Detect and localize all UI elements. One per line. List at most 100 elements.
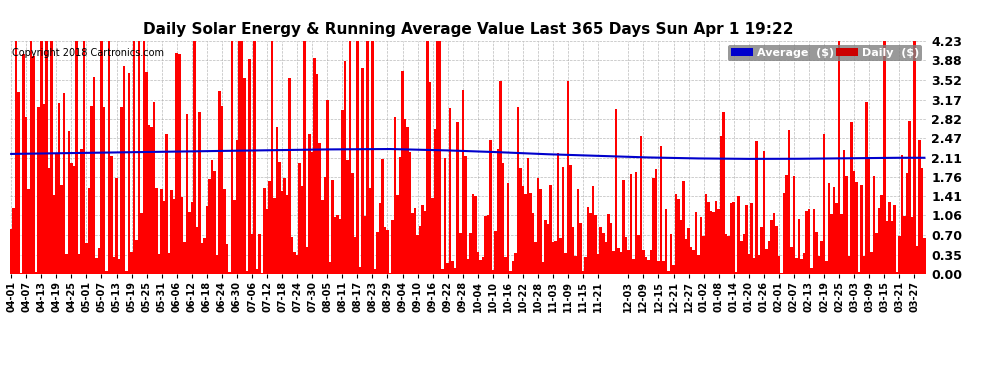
Bar xyxy=(765,249,767,274)
Bar xyxy=(627,250,630,274)
Bar xyxy=(808,209,810,274)
Bar xyxy=(466,258,469,274)
Bar xyxy=(70,163,72,274)
Bar xyxy=(165,134,168,274)
Bar xyxy=(873,176,875,274)
Bar xyxy=(148,125,150,274)
Bar xyxy=(551,242,554,274)
Bar xyxy=(213,171,216,274)
Bar xyxy=(532,213,535,274)
Bar xyxy=(95,258,98,274)
Bar xyxy=(559,238,562,274)
Bar xyxy=(414,208,417,274)
Bar xyxy=(456,122,459,274)
Bar xyxy=(875,234,878,274)
Bar xyxy=(594,215,597,274)
Bar xyxy=(123,66,126,274)
Bar xyxy=(163,201,165,274)
Bar xyxy=(57,102,60,274)
Bar xyxy=(752,258,755,274)
Bar xyxy=(373,268,376,274)
Bar xyxy=(738,196,740,274)
Bar xyxy=(40,41,43,274)
Bar xyxy=(401,71,404,274)
Bar xyxy=(141,213,143,274)
Bar xyxy=(803,253,805,274)
Bar xyxy=(762,151,765,274)
Bar xyxy=(512,261,514,274)
Bar xyxy=(474,196,476,274)
Bar xyxy=(351,173,353,274)
Bar xyxy=(562,167,564,274)
Bar xyxy=(432,198,434,274)
Bar xyxy=(767,242,770,274)
Bar xyxy=(891,221,893,274)
Bar xyxy=(682,181,685,274)
Bar xyxy=(434,129,437,274)
Bar xyxy=(587,207,589,274)
Bar xyxy=(845,176,847,274)
Bar xyxy=(353,237,356,274)
Bar xyxy=(178,54,180,274)
Bar xyxy=(514,253,517,274)
Bar xyxy=(813,209,815,274)
Bar xyxy=(52,195,55,274)
Bar xyxy=(236,140,239,274)
Bar xyxy=(499,81,502,274)
Bar xyxy=(865,102,868,274)
Bar xyxy=(659,146,662,274)
Bar xyxy=(314,58,316,274)
Bar xyxy=(422,205,424,274)
Bar xyxy=(131,252,133,274)
Bar xyxy=(155,188,158,274)
Bar xyxy=(246,271,248,274)
Bar xyxy=(67,131,70,274)
Bar xyxy=(841,214,842,274)
Bar xyxy=(880,195,883,274)
Bar xyxy=(579,223,582,274)
Bar xyxy=(221,106,223,274)
Bar xyxy=(384,227,386,274)
Bar xyxy=(198,111,201,274)
Bar xyxy=(146,72,148,274)
Bar xyxy=(339,219,342,274)
Bar xyxy=(718,209,720,274)
Bar xyxy=(136,240,138,274)
Bar xyxy=(597,254,600,274)
Bar xyxy=(113,257,115,274)
Bar xyxy=(860,185,863,274)
Bar xyxy=(296,255,298,274)
Bar xyxy=(188,212,190,274)
Bar xyxy=(672,265,675,274)
Bar xyxy=(170,190,173,274)
Bar xyxy=(888,202,891,274)
Bar xyxy=(742,234,745,274)
Bar xyxy=(643,250,644,274)
Bar xyxy=(708,202,710,274)
Bar xyxy=(196,226,198,274)
Bar xyxy=(675,194,677,274)
Bar xyxy=(757,255,760,274)
Bar xyxy=(556,153,559,274)
Bar xyxy=(625,237,627,274)
Bar xyxy=(409,152,411,274)
Bar xyxy=(517,107,519,274)
Bar xyxy=(286,195,288,274)
Bar xyxy=(667,271,670,274)
Bar xyxy=(90,106,93,274)
Bar xyxy=(321,200,324,274)
Bar xyxy=(821,241,823,274)
Bar xyxy=(647,260,649,274)
Bar xyxy=(437,41,439,274)
Text: Copyright 2018 Cartronics.com: Copyright 2018 Cartronics.com xyxy=(12,48,163,58)
Bar xyxy=(853,171,855,274)
Bar xyxy=(750,203,752,274)
Bar xyxy=(554,242,556,274)
Bar xyxy=(228,272,231,274)
Bar xyxy=(525,194,527,274)
Bar xyxy=(45,41,48,274)
Bar xyxy=(361,68,363,274)
Bar xyxy=(108,41,110,274)
Bar xyxy=(755,141,757,274)
Bar xyxy=(831,214,833,274)
